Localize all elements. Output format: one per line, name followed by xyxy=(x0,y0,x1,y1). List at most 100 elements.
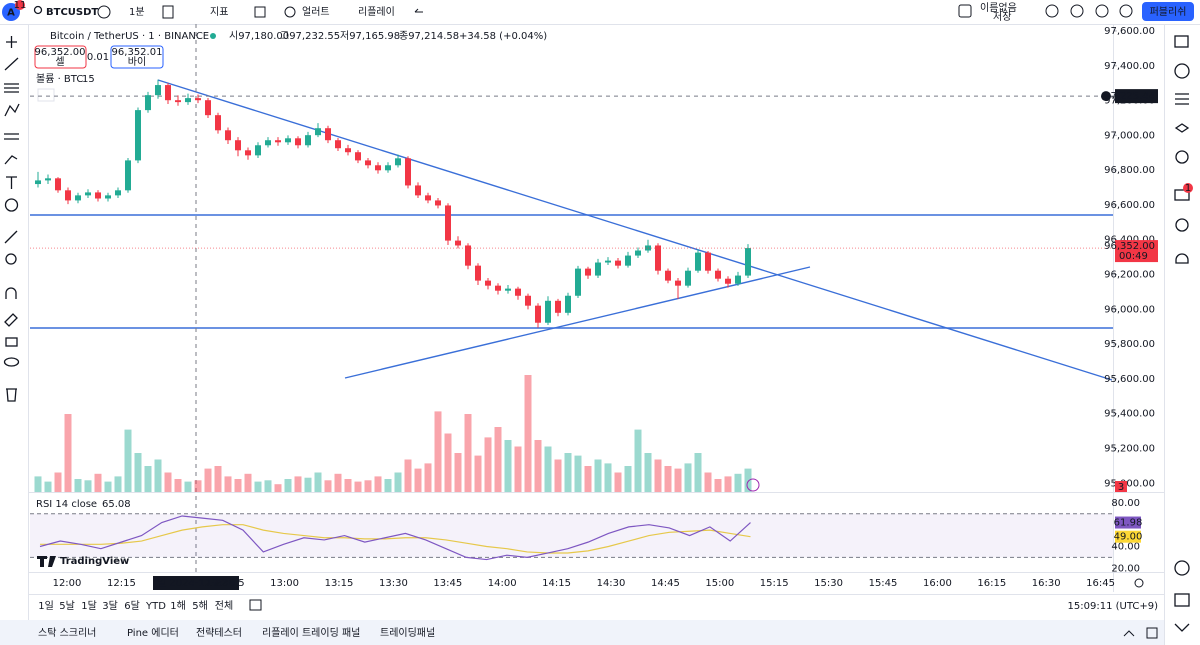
layout-name[interactable]: 이름없음 xyxy=(980,1,1017,14)
hide-tool[interactable] xyxy=(3,357,20,367)
data-window-icon[interactable] xyxy=(1175,93,1189,105)
sell-label[interactable]: 셀 xyxy=(55,56,64,68)
fib-tool[interactable] xyxy=(4,83,19,93)
bottom-tab[interactable]: 전략테스터 xyxy=(196,627,242,639)
trendline-tool[interactable] xyxy=(4,57,19,71)
candle-body xyxy=(665,270,671,281)
axis-settings[interactable] xyxy=(1134,578,1144,588)
buy-button[interactable] xyxy=(110,45,164,69)
chat-icon[interactable] xyxy=(1174,189,1190,201)
replay-button[interactable]: 리플레이 xyxy=(358,6,395,18)
range-button[interactable]: 5해 xyxy=(192,599,208,612)
range-button[interactable]: 1해 xyxy=(170,599,186,612)
volume-bar xyxy=(694,453,702,492)
x-tick-label: 14:00 xyxy=(488,578,517,589)
delete-tool[interactable] xyxy=(6,388,17,402)
interval[interactable]: 1분 xyxy=(129,6,145,18)
candle-body xyxy=(745,248,751,276)
avatar[interactable] xyxy=(2,3,20,21)
range-button[interactable]: 3달 xyxy=(102,600,118,612)
publish-label[interactable]: 퍼블리쉬 xyxy=(1150,6,1187,18)
ruler-tool[interactable] xyxy=(4,230,18,244)
sidebar-badge-text: 1 xyxy=(1185,183,1191,194)
candle-body xyxy=(705,252,711,271)
ascending-trendline[interactable] xyxy=(344,266,811,379)
candle-body xyxy=(45,178,51,181)
buy-price[interactable]: 96,352.01 xyxy=(112,47,163,58)
help-icon[interactable] xyxy=(1174,623,1190,632)
range-button[interactable]: YTD xyxy=(145,601,166,612)
volume-bar xyxy=(314,472,322,492)
symbol[interactable]: BTCUSDT xyxy=(46,7,98,18)
lock-drawing-tool[interactable] xyxy=(4,313,18,327)
layers-icon[interactable] xyxy=(1174,123,1190,133)
toolbar-icon[interactable] xyxy=(1070,4,1084,18)
panel-toggle[interactable] xyxy=(1123,630,1135,637)
toolbar-icon[interactable] xyxy=(1119,4,1133,18)
compare-button[interactable] xyxy=(97,5,111,19)
magnet-tool[interactable] xyxy=(5,287,17,299)
candle-body xyxy=(615,260,621,266)
x-tick-label: 15:30 xyxy=(814,578,843,589)
bottom-tab[interactable]: 트레이딩패널 xyxy=(380,627,435,639)
alerts-icon[interactable] xyxy=(1174,63,1190,79)
bottom-tab[interactable]: Pine 에디터 xyxy=(127,627,179,639)
lock-tool[interactable] xyxy=(5,337,18,347)
search-icon[interactable] xyxy=(33,5,43,15)
bottom-tab[interactable]: 리플레이 트레이딩 패널 xyxy=(262,627,360,639)
text-tool[interactable] xyxy=(6,176,17,189)
watchlist-icon[interactable] xyxy=(1174,35,1189,48)
candle-body xyxy=(115,190,121,196)
range-button[interactable]: 전체 xyxy=(215,600,233,612)
alert-icon[interactable] xyxy=(284,6,296,18)
candle-body xyxy=(105,195,111,199)
candle-body xyxy=(175,100,181,103)
pattern-tool[interactable] xyxy=(4,103,20,117)
layout-checkbox[interactable] xyxy=(958,4,972,18)
collapse-button[interactable] xyxy=(37,88,55,102)
publish-button[interactable] xyxy=(1142,2,1194,21)
brush-tool[interactable] xyxy=(4,155,18,165)
undo-icon[interactable] xyxy=(414,8,423,13)
buy-label[interactable]: 바이 xyxy=(128,56,146,68)
orders-icon[interactable] xyxy=(1174,593,1190,607)
sell-button[interactable] xyxy=(34,45,87,69)
clock[interactable]: 15:09:11 (UTC+9) xyxy=(1068,601,1159,612)
y-tick-label: 95,600.00 xyxy=(1104,374,1155,385)
range-button[interactable]: 1일 xyxy=(38,600,54,612)
ideas-icon[interactable] xyxy=(1175,150,1189,164)
candle-style-icon[interactable] xyxy=(162,5,174,19)
volume-bar xyxy=(624,466,632,492)
sell-price[interactable]: 96,352.00 xyxy=(35,47,86,58)
streams-icon[interactable] xyxy=(1175,218,1189,232)
zoom-tool[interactable] xyxy=(5,253,17,265)
ohlc-legend: 종97,214.58 xyxy=(399,30,459,42)
alert-button[interactable]: 얼러트 xyxy=(302,6,330,18)
panel-maximize[interactable] xyxy=(1146,627,1158,639)
range-button[interactable]: 1달 xyxy=(81,600,97,612)
layout-icon[interactable] xyxy=(254,6,266,18)
icon-tool[interactable] xyxy=(4,198,19,212)
candle-body xyxy=(715,270,721,279)
volume-bar xyxy=(434,411,442,492)
add-alert-button[interactable] xyxy=(1101,91,1111,102)
crosshair-tool[interactable] xyxy=(6,36,17,48)
dom-icon[interactable] xyxy=(1174,560,1190,576)
crosshair-date: 일 2024-12-22 xyxy=(157,577,228,589)
y-tick-label: 95,800.00 xyxy=(1104,339,1155,350)
candle-body xyxy=(395,158,401,166)
volume-bar xyxy=(274,484,282,492)
date-range-icon[interactable] xyxy=(249,599,262,611)
range-button[interactable]: 5날 xyxy=(59,600,75,612)
range-button[interactable]: 6달 xyxy=(124,600,140,612)
toolbar-icon[interactable] xyxy=(1095,4,1109,18)
toolbar-icon[interactable] xyxy=(1045,4,1059,18)
notifications-icon[interactable] xyxy=(1175,253,1189,264)
volume-value: 15 xyxy=(82,74,95,85)
bottom-tab[interactable]: 스탁 스크리너 xyxy=(38,627,96,639)
indicators-button[interactable]: 지표 xyxy=(210,6,228,18)
rsi-ma-line xyxy=(40,524,751,554)
forecast-tool[interactable] xyxy=(4,133,19,140)
candle-body xyxy=(55,178,61,191)
replay-lightning[interactable] xyxy=(746,478,760,492)
